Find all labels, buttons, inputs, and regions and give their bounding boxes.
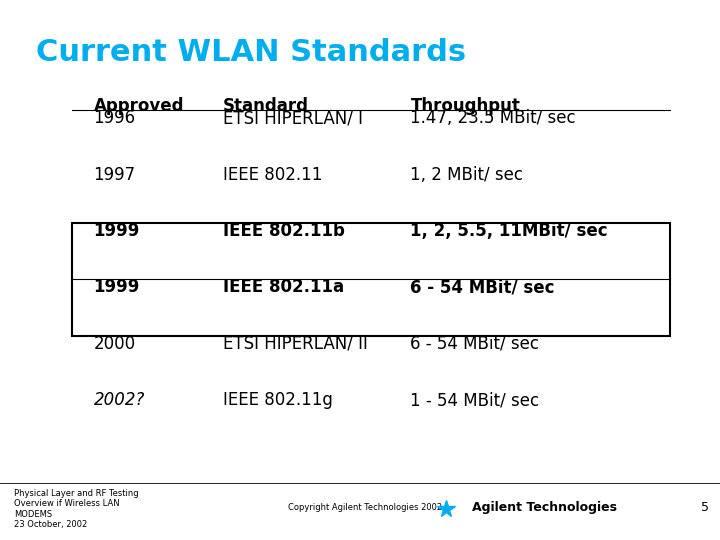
Text: Copyright Agilent Technologies 2002: Copyright Agilent Technologies 2002 xyxy=(288,503,442,512)
Text: IEEE 802.11a: IEEE 802.11a xyxy=(223,279,344,296)
FancyBboxPatch shape xyxy=(72,223,670,336)
Text: ETSI HIPERLAN/ I: ETSI HIPERLAN/ I xyxy=(223,109,363,127)
Text: Throughput: Throughput xyxy=(410,97,521,114)
Text: 6 - 54 MBit/ sec: 6 - 54 MBit/ sec xyxy=(410,279,555,296)
Text: IEEE 802.11: IEEE 802.11 xyxy=(223,166,323,184)
Text: 1999: 1999 xyxy=(94,222,140,240)
Text: 1, 2, 5.5, 11MBit/ sec: 1, 2, 5.5, 11MBit/ sec xyxy=(410,222,608,240)
Text: IEEE 802.11g: IEEE 802.11g xyxy=(223,392,333,409)
Text: IEEE 802.11b: IEEE 802.11b xyxy=(223,222,345,240)
Text: Standard: Standard xyxy=(223,97,309,114)
Text: 1997: 1997 xyxy=(94,166,136,184)
Text: 1, 2 MBit/ sec: 1, 2 MBit/ sec xyxy=(410,166,523,184)
Text: 5: 5 xyxy=(701,501,709,514)
Text: Approved: Approved xyxy=(94,97,184,114)
Text: 2000: 2000 xyxy=(94,335,136,353)
Text: 1996: 1996 xyxy=(94,109,136,127)
Text: 1 - 54 MBit/ sec: 1 - 54 MBit/ sec xyxy=(410,392,539,409)
Text: 6 - 54 MBit/ sec: 6 - 54 MBit/ sec xyxy=(410,335,539,353)
Text: Agilent Technologies: Agilent Technologies xyxy=(472,501,616,514)
Text: ETSI HIPERLAN/ II: ETSI HIPERLAN/ II xyxy=(223,335,368,353)
Text: Current WLAN Standards: Current WLAN Standards xyxy=(36,38,466,66)
Text: Physical Layer and RF Testing
Overview if Wireless LAN
MODEMS
23 October, 2002: Physical Layer and RF Testing Overview i… xyxy=(14,489,139,529)
Text: 1999: 1999 xyxy=(94,279,140,296)
Text: 2002?: 2002? xyxy=(94,392,145,409)
Text: 1.47, 23.5 MBit/ sec: 1.47, 23.5 MBit/ sec xyxy=(410,109,576,127)
